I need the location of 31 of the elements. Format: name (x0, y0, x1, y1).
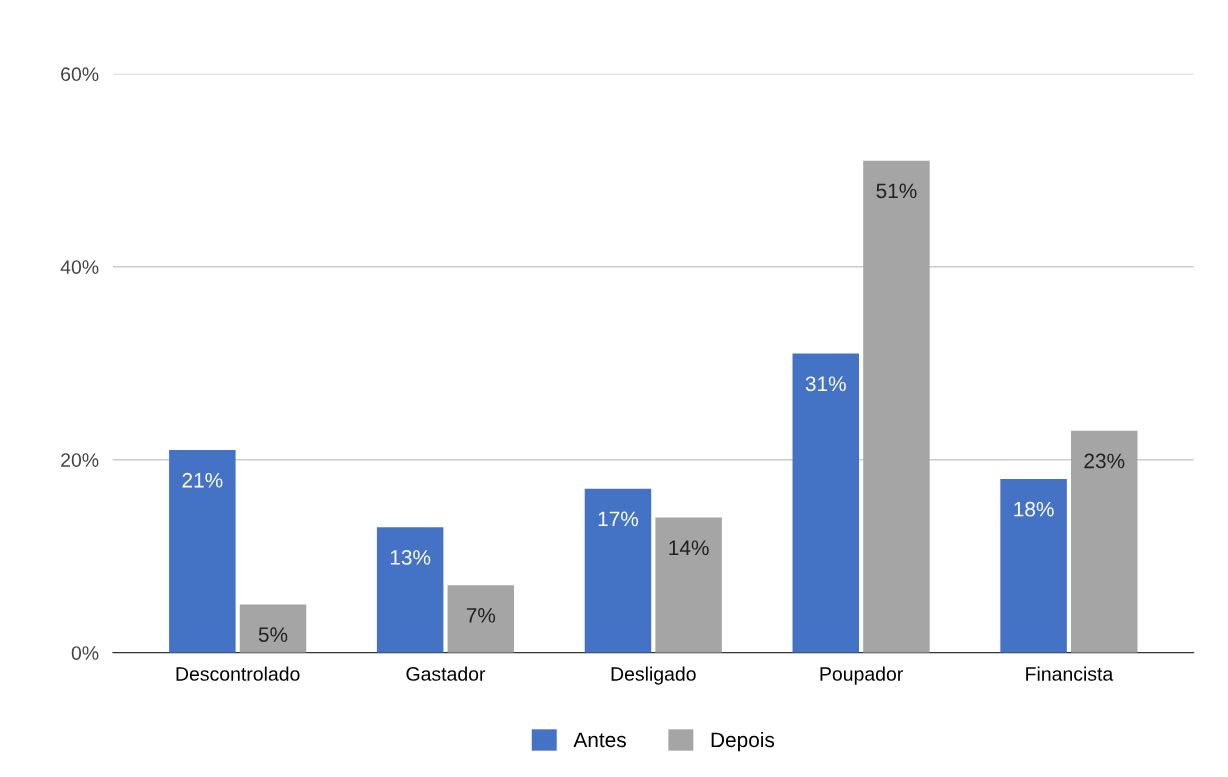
y-tick-label: 0% (71, 646, 99, 660)
bar (376, 527, 444, 653)
data-label: 5% (258, 627, 288, 642)
data-label: 21% (182, 472, 223, 488)
data-label: 51% (876, 183, 917, 199)
data-label: 23% (1084, 453, 1125, 469)
y-tick-label: 60% (61, 67, 99, 82)
bar (584, 488, 652, 653)
x-tick-label: Poupador (820, 666, 903, 685)
bar (863, 160, 930, 653)
data-label: 17% (598, 511, 639, 527)
x-tick-label: Gastador (406, 666, 486, 681)
bar (239, 604, 307, 653)
bar (655, 517, 722, 653)
data-label: 13% (390, 550, 431, 565)
legend-label: Depois (711, 731, 775, 752)
y-tick-label: 20% (61, 453, 99, 467)
data-label: 14% (669, 540, 709, 556)
data-label: 18% (1014, 501, 1054, 517)
bar (1071, 430, 1138, 653)
x-tick-label: Financista (1026, 666, 1114, 681)
legend-label: Antes (573, 732, 626, 748)
bar (447, 585, 515, 653)
bar (169, 450, 236, 653)
data-label: 31% (805, 376, 846, 392)
y-tick-label: 40% (60, 260, 99, 275)
x-tick-label: Descontrolado (176, 666, 300, 681)
x-tick-label: Desligado (611, 666, 696, 685)
bar (1000, 479, 1067, 653)
bar (792, 353, 860, 653)
data-label: 7% (466, 608, 496, 623)
